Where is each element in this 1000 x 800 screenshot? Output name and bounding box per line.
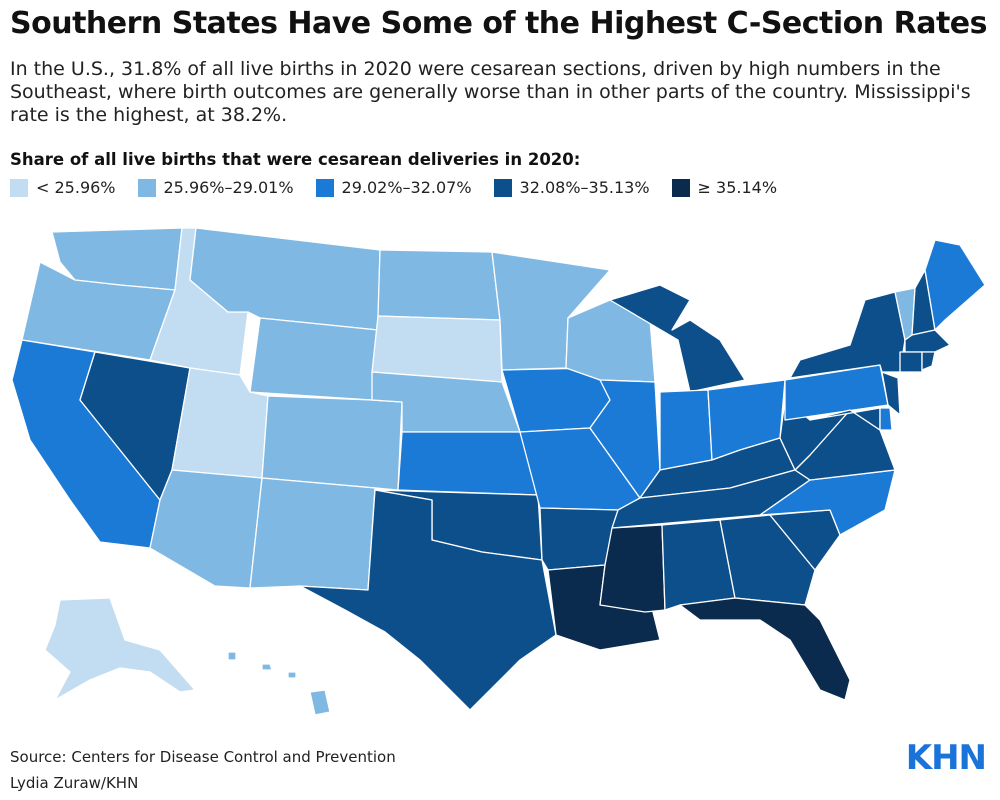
khn-logo: KHN [905,738,987,778]
state-kansas [397,431,539,496]
state-florida [679,597,851,701]
state-colorado [261,395,403,491]
state-new-mexico [249,477,376,591]
state-illinois [589,379,661,499]
legend-item-class-0: < 25.96% [10,178,116,197]
legend-swatch [493,178,512,197]
state-indiana [659,389,713,471]
legend-swatch [137,178,156,197]
legend-title: Share of all live births that were cesar… [10,150,581,169]
state-new-jersey [881,371,901,416]
legend-label: ≥ 35.14% [697,178,778,197]
state-wyoming [249,317,379,401]
state-connecticut [899,351,923,373]
chart-title: Southern States Have Some of the Highest… [10,6,988,41]
legend-swatch [671,178,690,197]
state-michigan [609,284,746,393]
legend-item-class-2: 29.02%–32.07% [315,178,472,197]
legend-item-class-1: 25.96%–29.01% [137,178,294,197]
state-texas [299,489,557,711]
legend-item-class-4: ≥ 35.14% [671,178,778,197]
state-rhode-island [921,351,936,371]
legend-label: < 25.96% [36,178,116,197]
state-georgia [719,514,816,606]
legend-label: 25.96%–29.01% [163,178,294,197]
state-alaska [44,597,196,701]
us-choropleth-map [11,227,986,716]
chart-subtitle: In the U.S., 31.8% of all live births in… [10,58,971,126]
legend-label: 29.02%–32.07% [341,178,472,197]
state-new-york [789,291,906,379]
legend-swatch [315,178,334,197]
legend-swatch [10,178,28,197]
state-arizona [149,469,263,589]
state-hawaii [227,651,331,716]
state-south-dakota [371,315,503,383]
state-north-dakota [377,249,501,321]
legend-item-class-3: 32.08%–35.13% [493,178,650,197]
legend: < 25.96% 25.96%–29.01% 29.02%–32.07% 32.… [10,178,799,197]
legend-label: 32.08%–35.13% [519,178,650,197]
state-delaware [879,407,893,431]
state-mississippi [599,524,666,613]
source-note: Source: Centers for Disease Control and … [10,748,396,766]
credit-note: Lydia Zuraw/KHN [10,774,139,792]
state-maine [924,239,986,331]
